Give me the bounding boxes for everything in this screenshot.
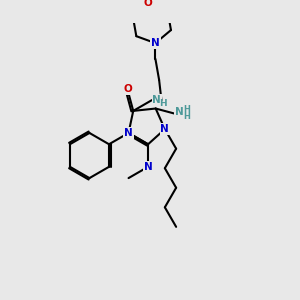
Text: N: N [144, 162, 152, 172]
Text: N: N [175, 107, 184, 117]
Text: N: N [124, 128, 133, 138]
Text: H: H [160, 99, 167, 108]
Text: N: N [160, 124, 169, 134]
Text: H: H [183, 105, 190, 114]
Text: N: N [152, 95, 161, 105]
Text: O: O [144, 0, 153, 8]
Text: O: O [123, 84, 132, 94]
Text: N: N [151, 38, 160, 48]
Text: H: H [183, 112, 190, 121]
